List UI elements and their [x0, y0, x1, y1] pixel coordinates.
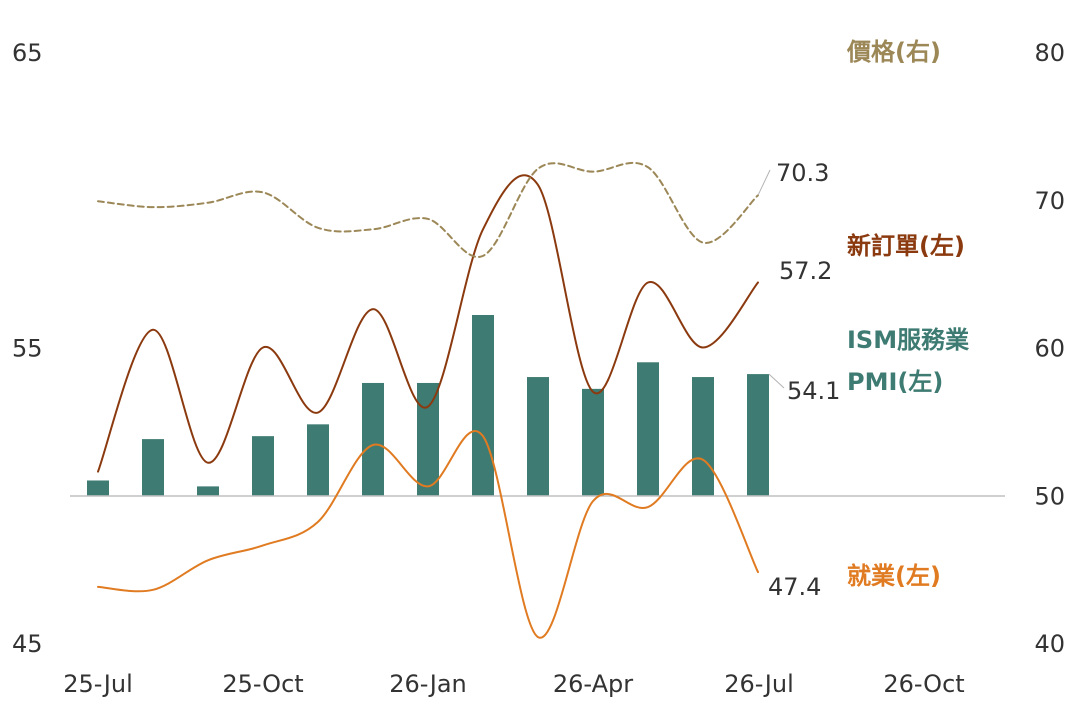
- bar-pmi-2025-10: [252, 436, 274, 496]
- leader-line-0: [768, 373, 785, 389]
- x-tick-26-Apr: 26-Apr: [553, 670, 633, 698]
- legend-label-3: PMI(左): [847, 368, 943, 396]
- y-left-tick-55: 55: [12, 335, 43, 363]
- end-value-label-1: 57.2: [779, 257, 832, 285]
- bar-pmi-2026-01: [417, 382, 439, 496]
- y-right-tick-70: 70: [1034, 187, 1065, 215]
- leader-line-3: [757, 169, 771, 196]
- bar-pmi-2025-08: [142, 439, 164, 496]
- labels-layer: 54.1 57.2 47.4 70.3 45 55 65 40 50 60 70 80 25-Jul 25…: [12, 38, 1065, 698]
- bar-pmi-2026-07: [747, 374, 769, 496]
- y-right-tick-80: 80: [1034, 39, 1065, 67]
- bar-pmi-2025-09: [197, 486, 219, 496]
- leader-lines: [757, 169, 785, 389]
- end-value-label-2: 47.4: [768, 573, 821, 601]
- x-tick-26-Jul: 26-Jul: [724, 670, 794, 698]
- bar-pmi-2026-06: [692, 377, 714, 496]
- line-series-2: [97, 162, 759, 258]
- y-left-tick-45: 45: [12, 630, 43, 658]
- legend-label-1: 新訂單(左): [847, 232, 965, 260]
- x-tick-26-Jan: 26-Jan: [389, 670, 467, 698]
- bar-pmi-2025-11: [307, 424, 329, 496]
- y-right-tick-60: 60: [1034, 335, 1065, 363]
- line-series-0: [97, 174, 759, 473]
- x-tick-26-Oct: 26-Oct: [883, 670, 964, 698]
- bars-layer: [87, 314, 769, 496]
- legend-label-2: ISM服務業: [847, 326, 969, 354]
- end-value-label-3: 70.3: [776, 159, 829, 187]
- x-tick-25-Oct: 25-Oct: [222, 670, 303, 698]
- end-value-label-0: 54.1: [787, 377, 840, 405]
- bar-pmi-2025-07: [87, 480, 109, 496]
- x-tick-25-Jul: 25-Jul: [63, 670, 133, 698]
- legend-label-4: 就業(左): [847, 562, 941, 590]
- legend-label-0: 價格(右): [846, 38, 941, 66]
- y-right-tick-50: 50: [1034, 482, 1065, 510]
- y-left-tick-65: 65: [12, 39, 43, 67]
- line-series-1: [97, 430, 759, 639]
- bar-pmi-2026-04: [582, 388, 604, 496]
- bar-pmi-2025-12: [362, 382, 384, 496]
- y-right-tick-40: 40: [1034, 630, 1065, 658]
- lines-layer: [97, 162, 759, 639]
- bar-pmi-2026-05: [637, 362, 659, 496]
- bar-pmi-2026-02: [472, 314, 494, 496]
- bar-pmi-2026-03: [527, 377, 549, 496]
